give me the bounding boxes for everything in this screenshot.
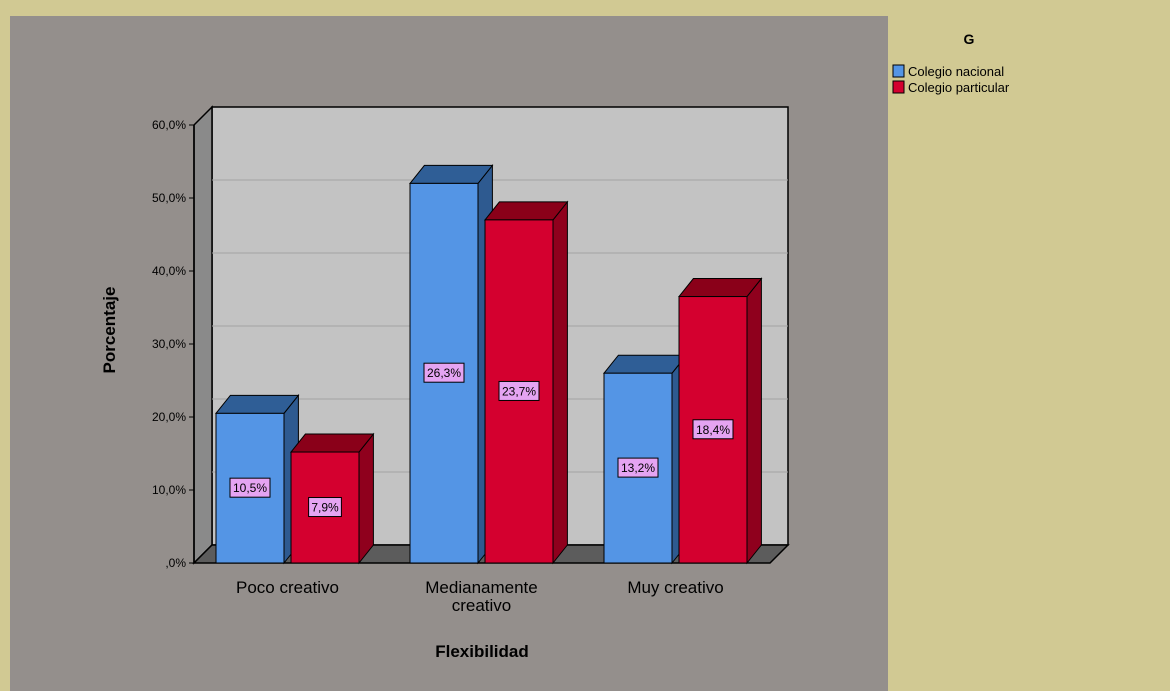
y-tick-label: 30,0% xyxy=(152,337,186,351)
data-label: 13,2% xyxy=(621,461,655,475)
data-label: 10,5% xyxy=(233,481,267,495)
data-label-box xyxy=(692,419,734,440)
data-label-box xyxy=(229,477,271,498)
legend-title: G xyxy=(964,31,975,47)
bar-side xyxy=(552,200,568,565)
y-tick-label: 20,0% xyxy=(152,410,186,424)
x-tick-label: creativo xyxy=(452,596,512,615)
x-axis-title: Flexibilidad xyxy=(435,642,529,661)
legend-item: Colegio nacional xyxy=(908,64,1004,79)
x-tick-label: Muy creativo xyxy=(627,578,723,597)
bar-side xyxy=(746,277,762,565)
data-label: 23,7% xyxy=(502,384,536,398)
bar-top xyxy=(408,164,494,184)
x-tick-label: Medianamente xyxy=(425,578,537,597)
legend-swatch xyxy=(892,80,905,94)
y-tick-label: 60,0% xyxy=(152,118,186,132)
data-label-box xyxy=(423,362,465,383)
y-axis-title: Porcentaje xyxy=(100,287,119,374)
bar-top xyxy=(677,278,763,298)
bar-top xyxy=(289,433,375,453)
side-wall xyxy=(193,105,213,565)
legend-item: Colegio particular xyxy=(908,80,1010,95)
data-label-box xyxy=(498,380,540,401)
y-tick-label: 10,0% xyxy=(152,483,186,497)
bar-top xyxy=(483,201,569,221)
bar-top xyxy=(602,354,688,374)
bar-side xyxy=(358,432,374,565)
y-tick-label: ,0% xyxy=(165,556,186,570)
data-label-box xyxy=(617,457,659,478)
y-tick-label: 40,0% xyxy=(152,264,186,278)
bar-top xyxy=(214,394,300,414)
y-tick-label: 50,0% xyxy=(152,191,186,205)
data-label: 7,9% xyxy=(311,501,339,515)
data-label-box xyxy=(308,497,342,518)
data-label: 26,3% xyxy=(427,366,461,380)
data-label: 18,4% xyxy=(696,423,730,437)
legend-swatch xyxy=(892,64,905,78)
x-tick-label: Poco creativo xyxy=(236,578,339,597)
